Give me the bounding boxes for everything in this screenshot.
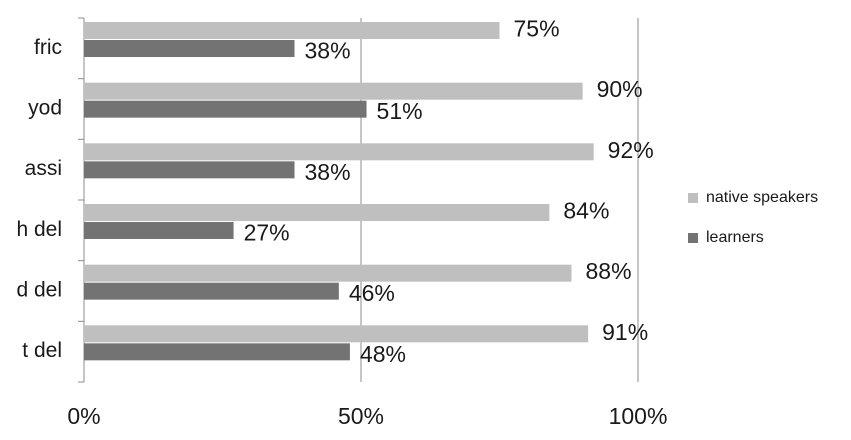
x-tick-label: 50%: [338, 403, 384, 429]
value-label: 91%: [602, 319, 648, 345]
x-tick-label: 0%: [67, 403, 100, 429]
value-label: 84%: [563, 198, 609, 224]
y-tick-label: fric: [34, 36, 62, 59]
bar: [84, 100, 367, 118]
bar: [84, 325, 589, 343]
bar: [84, 343, 350, 361]
bar: [84, 40, 295, 57]
x-tick-label: 100%: [609, 403, 668, 429]
bar: [84, 204, 550, 221]
value-label: 38%: [305, 38, 351, 64]
bar: [84, 222, 234, 239]
y-tick-label: d del: [16, 279, 62, 302]
value-label: 88%: [586, 258, 632, 284]
value-label: 75%: [514, 16, 560, 42]
legend-label: learners: [706, 229, 764, 246]
value-label: 38%: [305, 159, 351, 185]
y-tick-label: t del: [22, 339, 62, 362]
legend-swatch: [688, 233, 698, 243]
value-label: 90%: [597, 76, 643, 102]
value-label: 48%: [360, 341, 406, 367]
value-label: 46%: [349, 280, 395, 306]
y-tick-label: assi: [25, 157, 62, 180]
legend-swatch: [688, 193, 698, 203]
y-tick-label: yod: [28, 97, 62, 120]
value-label: 51%: [377, 98, 423, 124]
y-tick-label: h del: [16, 218, 62, 241]
bar: [84, 82, 583, 100]
value-label: 92%: [608, 137, 654, 163]
bar: [84, 22, 500, 39]
bar: [84, 264, 572, 282]
bar: [84, 161, 295, 179]
legend-label: native speakers: [706, 189, 818, 206]
bar: [84, 282, 339, 300]
bar: [84, 143, 594, 161]
value-label: 27%: [244, 220, 290, 246]
